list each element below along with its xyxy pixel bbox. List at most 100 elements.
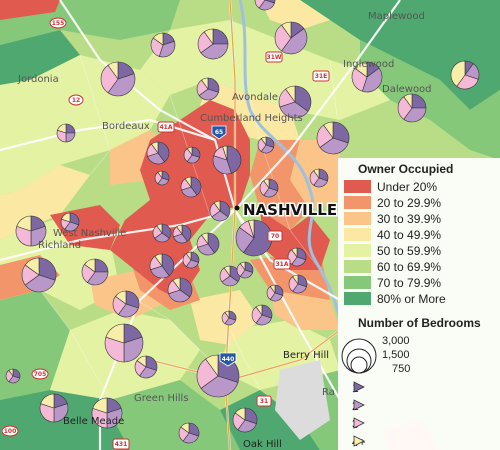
pie-slice: [313, 168, 320, 179]
pie-slice: [179, 277, 193, 298]
legend-bedroom-2: 2: [352, 398, 365, 414]
pie-slice: [234, 407, 246, 421]
pie-slice: [274, 24, 292, 52]
legend-swatch: [344, 260, 371, 273]
legend-owner-class-7: 80% or More: [344, 291, 446, 306]
pie-slice: [196, 358, 219, 389]
pie-slice: [91, 407, 108, 429]
pie-slice: [86, 271, 109, 286]
pie-slice: [125, 290, 140, 309]
pie-slice: [226, 145, 242, 174]
pie-slice: [207, 232, 220, 254]
place-belle-meade: Belle Meade: [63, 416, 124, 427]
bedroom-pie: [196, 232, 220, 256]
bedroom-pie: [236, 261, 254, 279]
pie-slice: [332, 121, 350, 144]
bedroom-pie: [232, 407, 258, 433]
pie-slice: [201, 232, 209, 245]
legend-owner-class-5: 60 to 69.9%: [344, 259, 441, 274]
pie-slice: [354, 61, 368, 78]
legend-owner-class-1: 20 to 29.9%: [344, 195, 441, 210]
pie-wedge-icon: [353, 381, 365, 393]
size-label-750: 750: [392, 363, 411, 375]
pie-slice: [361, 67, 383, 93]
nashville-city-label: NASHVILLE: [243, 201, 337, 219]
pie-slice: [151, 141, 159, 154]
route-shield-41a: 41A: [157, 121, 175, 133]
pie-slice: [61, 212, 71, 223]
legend-owner-label: 40 to 49.9%: [377, 227, 442, 242]
zone-70-79-north-east: [360, 40, 500, 160]
route-shield-12: 12: [68, 94, 84, 106]
pie-slice: [224, 310, 230, 319]
svg-text:155: 155: [52, 20, 65, 27]
bedroom-pie: [266, 284, 284, 302]
bedroom-pie: [288, 274, 308, 294]
svg-text:31E: 31E: [315, 73, 327, 80]
bedroom-pie: [172, 224, 192, 244]
legend-bedroom-3: 3: [352, 416, 365, 432]
pie-slice: [450, 60, 466, 87]
bedrooms-title: Number of Bedrooms: [358, 316, 481, 330]
svg-text:70: 70: [271, 233, 279, 240]
pie-wedge-icon: [353, 399, 365, 411]
pie-slice: [219, 200, 231, 218]
zone-80-plus-north-west: [0, 30, 80, 85]
legend-owner-class-2: 30 to 39.9%: [344, 211, 441, 226]
legend-swatch: [344, 244, 371, 257]
pie-slice: [16, 215, 32, 232]
zone-80-plus-south: [220, 390, 320, 450]
place-inglewood: Inglewood: [343, 59, 394, 70]
legend-owner-label: 50 to 59.9%: [377, 243, 442, 258]
route-shield-431: 431: [112, 438, 130, 450]
svg-text:31W: 31W: [267, 54, 282, 61]
pie-slice: [248, 219, 255, 239]
legend-owner-label: 30 to 39.9%: [377, 211, 442, 226]
place-berry-hill: Berry Hill: [283, 350, 329, 361]
pie-slice: [186, 146, 193, 156]
pie-slice: [24, 274, 56, 293]
pie-slice: [190, 176, 202, 196]
pie-slice: [239, 261, 246, 271]
legend-swatch: [344, 196, 371, 209]
pie-slice: [456, 74, 479, 90]
pie-slice: [39, 403, 55, 423]
bedroom-pie-charts: [5, 0, 480, 444]
place-maplewood: Maplewood: [368, 11, 425, 22]
pie-slice: [255, 304, 263, 316]
pie-slice: [198, 88, 219, 101]
zone-30-39-south-east: [270, 290, 340, 330]
pie-slice: [281, 28, 308, 55]
pie-slice: [203, 28, 214, 45]
bedroom-pie: [235, 219, 273, 257]
pie-slice: [106, 407, 123, 429]
route-shield-31a: 31A: [273, 258, 291, 270]
legend-swatch: [344, 180, 371, 193]
bedroom-pie: [351, 61, 383, 93]
bedroom-pie: [397, 93, 427, 123]
pie-slice: [172, 277, 181, 291]
route-shield-31e: 31E: [312, 70, 330, 82]
pie-slice: [184, 176, 192, 188]
bedroom-pie: [154, 170, 170, 186]
bedroom-pie: [15, 215, 47, 247]
bedroom-pie: [56, 123, 76, 143]
pie-slice: [100, 64, 119, 94]
bedroom-pie: [316, 121, 350, 155]
bedroom-pie: [91, 397, 123, 429]
legend-owner-label: 70 to 79.9%: [377, 275, 442, 290]
bedroom-pie: [221, 310, 237, 326]
size-circles-icon: [341, 338, 377, 374]
svg-text:12: 12: [72, 97, 80, 104]
svg-text:431: 431: [115, 441, 128, 448]
route-shield-100: 100: [1, 425, 19, 437]
bedroom-pie: [21, 257, 57, 293]
zone-70-79-south: [100, 380, 240, 450]
route-shield-31: 31: [256, 395, 272, 407]
place-cumberland-heights: Cumberland Heights: [200, 113, 303, 124]
owner-occupied-title: Owner Occupied: [358, 162, 454, 176]
legend-owner-class-6: 70 to 79.9%: [344, 275, 441, 290]
bedroom-pie: [309, 168, 329, 188]
pie-slice: [403, 107, 427, 123]
